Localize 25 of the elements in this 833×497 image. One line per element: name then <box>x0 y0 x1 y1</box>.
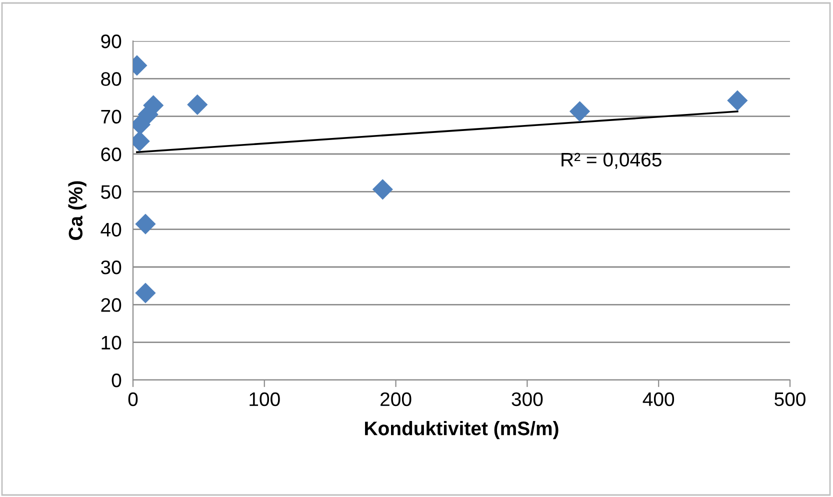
x-tick-label: 500 <box>774 392 806 406</box>
x-tick-label: 100 <box>250 392 280 406</box>
point <box>187 94 208 115</box>
point <box>135 214 156 234</box>
y-tick-label: 20 <box>101 298 122 312</box>
y-tick-label: 90 <box>101 34 122 48</box>
y-tick-label: 0 <box>112 373 122 388</box>
y-tick-label: 40 <box>100 222 122 237</box>
y-tick-label: 70 <box>101 110 122 124</box>
y-tick-label: 80 <box>101 72 122 86</box>
x-tick-label: 0 <box>128 392 138 406</box>
y-tick-label: 60 <box>101 147 122 162</box>
point <box>727 90 748 111</box>
x-tick-label: 300 <box>512 392 543 406</box>
annotation: R² = 0,0465 <box>562 152 662 169</box>
y-tick-label: 10 <box>102 336 122 350</box>
x-tick-label: 400 <box>642 392 674 406</box>
y-tick-label: 30 <box>101 260 122 274</box>
point <box>569 101 590 122</box>
x-tick-label: 200 <box>380 392 412 406</box>
point <box>135 282 156 304</box>
y-tick-label: 50 <box>101 185 122 199</box>
y-axis-title: Ca (%) <box>68 181 86 240</box>
x-axis-title: Konduktivitet (mS/m) <box>365 421 558 440</box>
point <box>372 179 393 200</box>
